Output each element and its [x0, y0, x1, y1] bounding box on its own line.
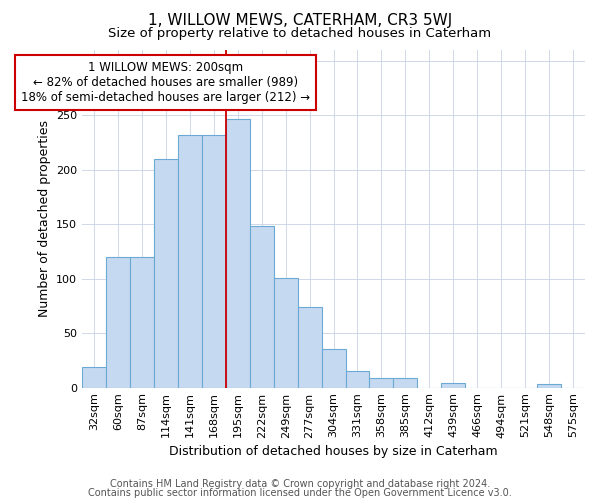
Bar [106, 257, 130, 388]
Bar [298, 307, 322, 388]
Bar [322, 350, 346, 388]
Bar [537, 384, 561, 388]
Bar [250, 226, 274, 388]
Bar [178, 135, 202, 388]
Y-axis label: Number of detached properties: Number of detached properties [38, 120, 50, 318]
Bar [202, 135, 226, 388]
Bar [442, 383, 465, 388]
Bar [154, 159, 178, 388]
Bar [370, 378, 394, 388]
Text: 1 WILLOW MEWS: 200sqm
← 82% of detached houses are smaller (989)
18% of semi-det: 1 WILLOW MEWS: 200sqm ← 82% of detached … [22, 61, 310, 104]
Bar [274, 278, 298, 388]
Text: 1, WILLOW MEWS, CATERHAM, CR3 5WJ: 1, WILLOW MEWS, CATERHAM, CR3 5WJ [148, 12, 452, 28]
Bar [82, 367, 106, 388]
Bar [346, 371, 370, 388]
Text: Contains public sector information licensed under the Open Government Licence v3: Contains public sector information licen… [88, 488, 512, 498]
X-axis label: Distribution of detached houses by size in Caterham: Distribution of detached houses by size … [169, 444, 498, 458]
Text: Contains HM Land Registry data © Crown copyright and database right 2024.: Contains HM Land Registry data © Crown c… [110, 479, 490, 489]
Text: Size of property relative to detached houses in Caterham: Size of property relative to detached ho… [109, 28, 491, 40]
Bar [394, 378, 418, 388]
Bar [226, 118, 250, 388]
Bar [130, 257, 154, 388]
